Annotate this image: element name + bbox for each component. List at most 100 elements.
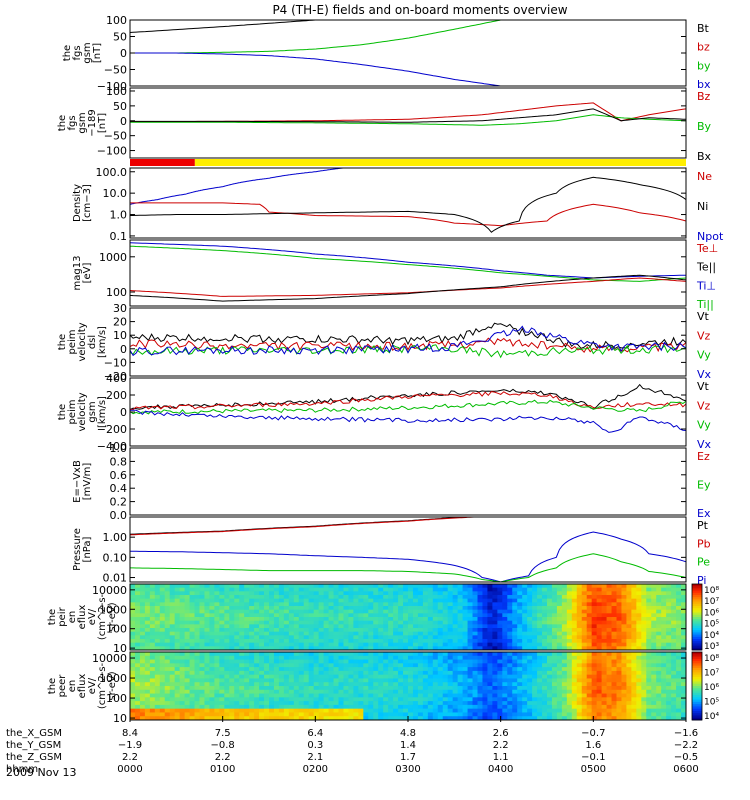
spectrogram-cell (214, 613, 220, 618)
spectrogram-cell (383, 686, 389, 691)
spectrogram-cell (254, 663, 260, 668)
spectrogram-cell (199, 652, 206, 657)
spectrogram-cell (264, 663, 270, 668)
spectrogram-cell (149, 663, 156, 668)
spectrogram-cell (556, 712, 563, 717)
spectrogram-cell (134, 624, 141, 629)
spectrogram-cell (149, 678, 156, 683)
spectrogram-cell (681, 682, 686, 687)
spectrogram-cell (571, 674, 578, 680)
spectrogram-cell (358, 646, 364, 650)
spectrogram-cell (318, 667, 325, 672)
spectrogram-cell (681, 701, 686, 706)
spectrogram-cell (368, 716, 374, 720)
spectrogram-cell (601, 708, 608, 714)
spectrogram-cell (547, 628, 553, 633)
spectrogram-cell (189, 606, 196, 611)
spectrogram-cell (462, 642, 469, 647)
spectrogram-cell (214, 697, 220, 702)
spectrogram-cell (432, 686, 439, 691)
spectrogram-cell (139, 620, 146, 625)
spectrogram-cell (556, 697, 563, 702)
spectrogram-cell (209, 682, 215, 687)
spectrogram-cell (547, 655, 553, 661)
spectrogram-cell (561, 693, 568, 698)
spectrogram-cell (452, 620, 459, 625)
spectrogram-cell (472, 682, 479, 687)
spectrogram-cell (184, 584, 191, 589)
spectrogram-cell (447, 635, 454, 640)
spectrogram-cell (333, 697, 340, 702)
spectrogram-cell (417, 598, 424, 603)
spectrogram-cell (507, 693, 513, 698)
spectrogram-cell (308, 701, 315, 706)
spectrogram-cell (234, 598, 240, 603)
spectrogram-cell (427, 587, 434, 592)
spectrogram-cell (239, 659, 245, 664)
spectrogram-cell (542, 631, 548, 636)
legend-entry: bz (697, 41, 710, 54)
spectrogram-cell (244, 620, 250, 625)
spectrogram-cell (547, 697, 553, 702)
spectrogram-cell (591, 708, 598, 714)
spectrogram-cell (517, 682, 523, 687)
x-tick-label: −0.8 (211, 740, 235, 751)
spectrogram-cell (269, 642, 275, 647)
spectrogram-cell (353, 631, 359, 636)
spectrogram-cell (586, 609, 593, 614)
spectrogram-cell (378, 631, 384, 636)
spectrogram-cell (512, 708, 518, 714)
legend-entry: Bt (697, 22, 710, 35)
spectrogram-cell (323, 670, 330, 676)
spectrogram-cell (537, 624, 543, 629)
spectrogram-cell (184, 591, 191, 596)
spectrogram-cell (651, 701, 657, 706)
spectrogram-cell (472, 598, 479, 603)
spectrogram-cell (467, 655, 474, 661)
spectrogram-cell (522, 652, 528, 657)
spectrogram-cell (492, 716, 498, 720)
spectrogram-cell (199, 613, 206, 618)
spectrogram-cell (626, 712, 632, 717)
spectrogram-cell (303, 639, 310, 644)
spectrogram-cell (194, 587, 201, 592)
spectrogram-cell (522, 591, 528, 596)
spectrogram-cell (641, 628, 647, 633)
spectrogram-cell (338, 624, 345, 629)
spectrogram-cell (616, 609, 623, 614)
spectrogram-cell (532, 689, 538, 695)
spectrogram-cell (264, 674, 270, 680)
spectrogram-cell (259, 598, 265, 603)
spectrogram-cell (348, 704, 354, 710)
spectrogram-cell (403, 646, 409, 650)
spectrogram-cell (422, 693, 429, 698)
spectrogram-cell (373, 617, 379, 622)
spectrogram-cell (224, 591, 230, 596)
spectrogram-cell (676, 697, 682, 702)
spectrogram-cell (487, 678, 493, 683)
spectrogram-cell (631, 674, 637, 680)
spectrogram-cell (298, 667, 305, 672)
spectrogram-cell (403, 635, 409, 640)
spectrogram-cell (601, 624, 608, 629)
series-line-Pi (130, 531, 686, 582)
spectrogram-cell (283, 655, 290, 661)
y-tick-label: 0 (120, 47, 127, 60)
colorbar-step (692, 606, 702, 609)
spectrogram-cell (130, 606, 136, 611)
spectrogram-cell (408, 595, 414, 600)
spectrogram-cell (591, 701, 598, 706)
spectrogram-cell (224, 617, 230, 622)
spectrogram-cell (631, 708, 637, 714)
spectrogram-cell (298, 659, 305, 664)
spectrogram-cell (452, 609, 459, 614)
spectrogram-cell (144, 635, 151, 640)
spectrogram-cell (606, 587, 613, 592)
spectrogram-cell (234, 639, 240, 644)
spectrogram-cell (497, 617, 503, 622)
spectrogram-cell (442, 624, 449, 629)
spectrogram-cell (537, 646, 543, 650)
legend-entry: Npot (697, 230, 724, 243)
spectrogram-cell (636, 609, 642, 614)
spectrogram-cell (646, 591, 652, 596)
